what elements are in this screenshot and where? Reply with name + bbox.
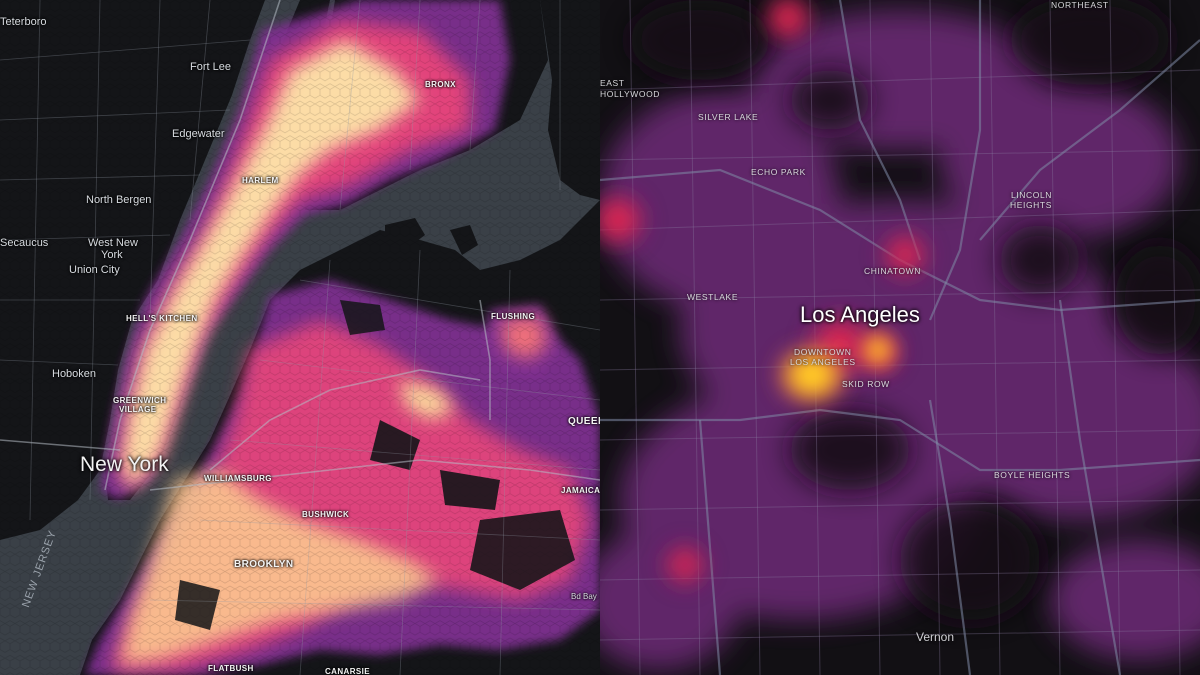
label-lincoln-heights-1: LINCOLN	[1011, 190, 1053, 200]
label-greenwich-1: GREENWICH	[113, 396, 167, 405]
label-fort-lee: Fort Lee	[190, 61, 231, 73]
label-boyle-heights: BOYLE HEIGHTS	[994, 470, 1071, 480]
label-west-new-york-2: York	[101, 249, 123, 261]
city-title-los-angeles: Los Angeles	[800, 302, 920, 327]
label-downtown-1: DOWNTOWN	[794, 347, 852, 357]
los-angeles-map-canvas[interactable]	[600, 0, 1200, 675]
la-heat-gaps	[630, 0, 1200, 620]
label-hoboken: Hoboken	[52, 368, 97, 380]
la-roads	[600, 0, 1200, 675]
label-north-bergen: North Bergen	[86, 194, 152, 206]
city-title-new-york: New York	[80, 453, 169, 476]
ny-roads	[0, 0, 600, 675]
label-east-hollywood-2: HOLLYWOOD	[600, 89, 661, 99]
la-freeways	[600, 0, 1200, 675]
label-lincoln-heights-2: HEIGHTS	[1010, 200, 1052, 210]
label-hells-kitchen: HELL'S KITCHEN	[126, 314, 198, 323]
la-heat-peak	[770, 328, 900, 411]
label-queens: QUEEN	[568, 416, 600, 427]
los-angeles-heatmap-panel[interactable]: EAST HOLLYWOOD SILVER LAKE ECHO PARK WES…	[600, 0, 1200, 675]
label-jamaica: JAMAICA	[561, 486, 600, 495]
label-union-city: Union City	[69, 264, 120, 276]
label-downtown-2: LOS ANGELES	[790, 357, 856, 367]
label-west-new-york-1: West New	[88, 237, 138, 249]
new-york-heatmap-panel[interactable]: Teterboro Fort Lee Edgewater North Berge…	[0, 0, 600, 675]
label-harlem: HARLEM	[242, 176, 279, 185]
label-flushing: FLUSHING	[491, 312, 536, 321]
label-bronx: BRONX	[425, 80, 456, 89]
label-east-hollywood-1: EAST	[600, 78, 625, 88]
label-skid-row: SKID ROW	[842, 379, 890, 389]
ny-heat-layer	[0, 0, 600, 675]
label-echo-park: ECHO PARK	[751, 167, 806, 177]
label-brooklyn: BROOKLYN	[234, 559, 294, 570]
label-silver-lake: SILVER LAKE	[698, 112, 759, 122]
label-westlake: WESTLAKE	[687, 292, 739, 302]
label-vernon: Vernon	[916, 630, 955, 644]
label-edgewater: Edgewater	[172, 128, 225, 140]
label-bed-bay: Bd Bay	[571, 592, 597, 601]
label-greenwich-2: VILLAGE	[119, 405, 157, 414]
label-teterboro: Teterboro	[0, 16, 47, 28]
label-flatbush: FLATBUSH	[208, 664, 254, 673]
label-northeast: NORTHEAST	[1051, 0, 1109, 10]
label-canarsie: CANARSIE	[325, 667, 370, 675]
ny-highways	[0, 0, 600, 491]
new-york-map-canvas[interactable]	[0, 0, 600, 675]
label-chinatown: CHINATOWN	[864, 266, 922, 276]
label-bushwick: BUSHWICK	[302, 510, 350, 519]
label-williamsburg: WILLIAMSBURG	[204, 474, 272, 483]
label-secaucus: Secaucus	[0, 237, 49, 249]
